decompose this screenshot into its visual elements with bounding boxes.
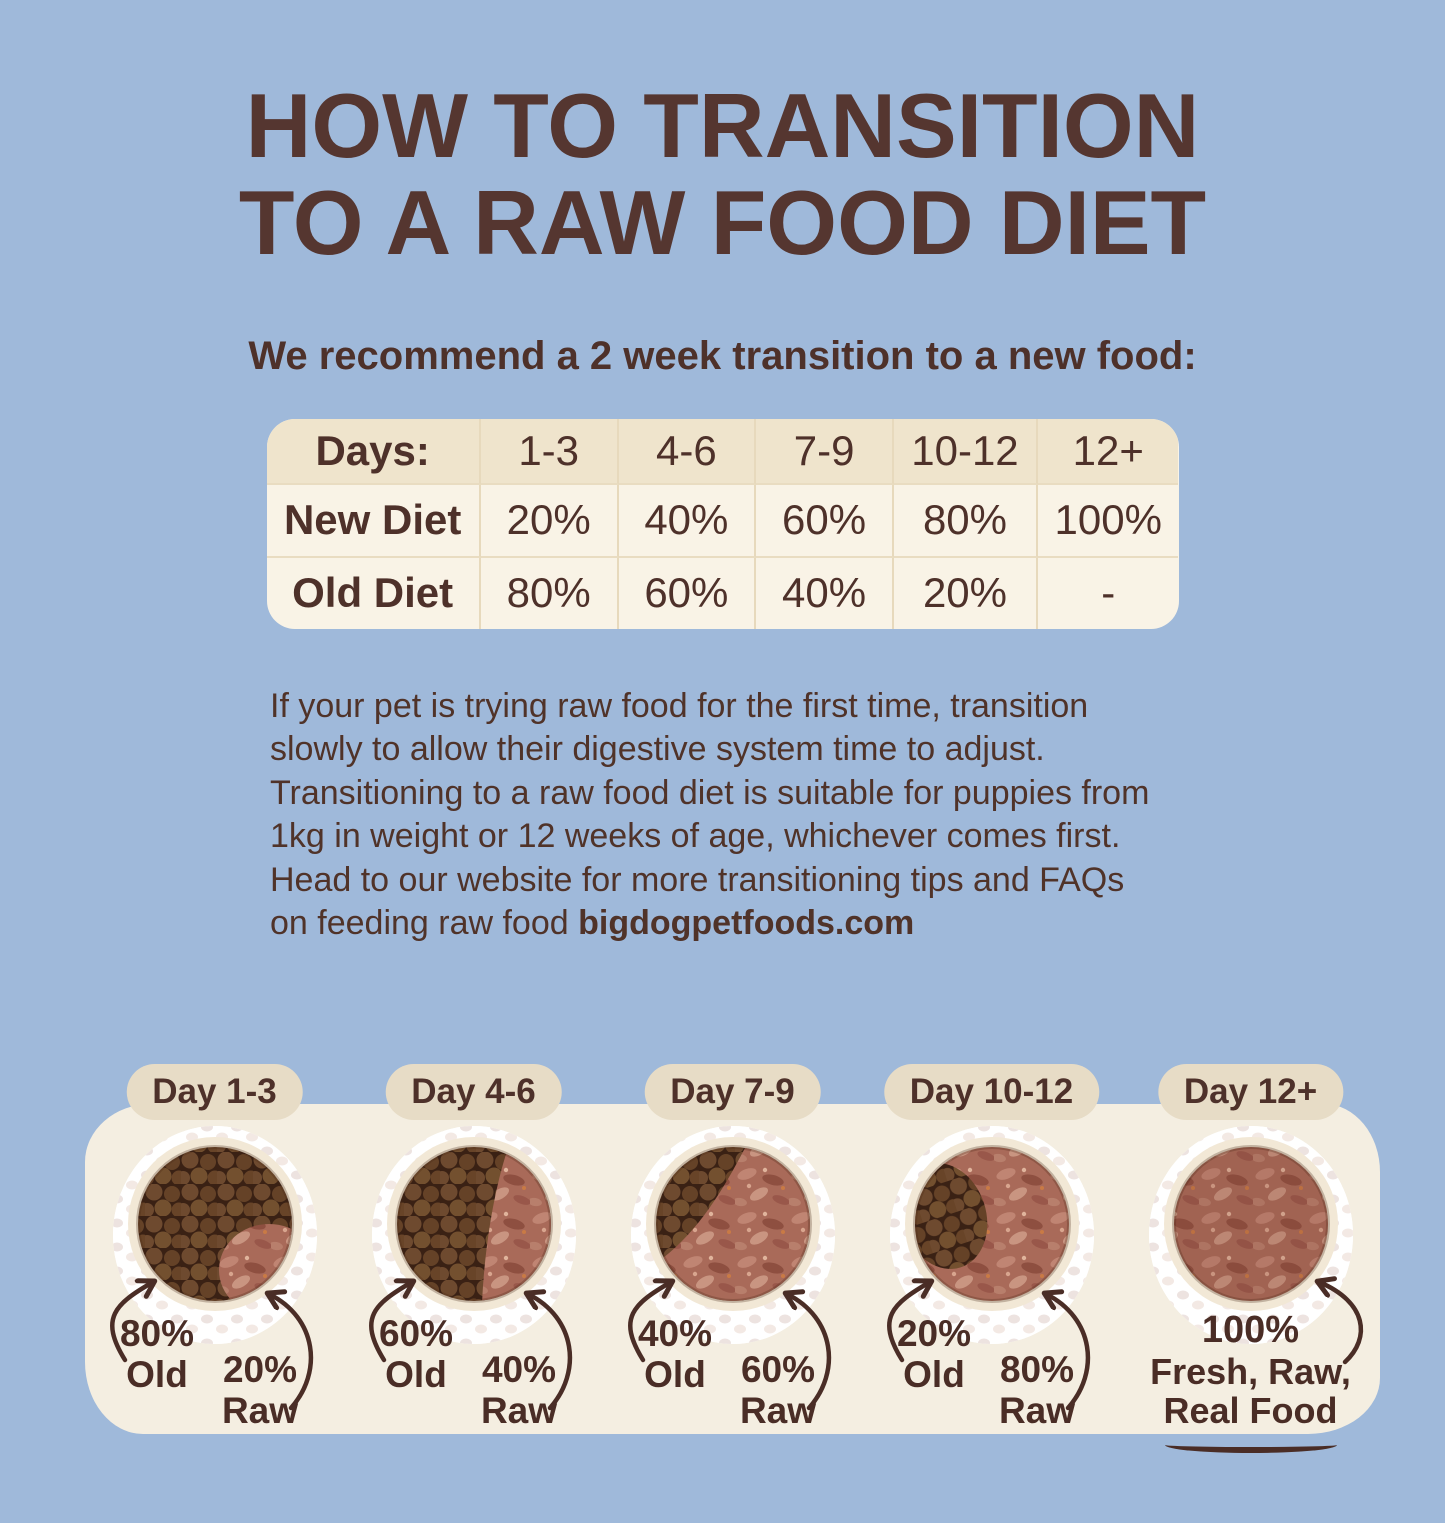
transition-timeline-panel: Day 1-3 80% Old 20% Raw <box>85 1064 1380 1453</box>
row-label-old-diet: Old Diet <box>267 557 481 629</box>
old-food-label: 40% Old <box>617 1313 733 1395</box>
table-header-range-1: 1-3 <box>480 418 619 485</box>
table-cell: 80% <box>893 484 1039 558</box>
title-line-1: HOW TO TRANSITION <box>245 76 1200 177</box>
table-header-range-4: 10-12 <box>893 418 1039 485</box>
table-cell: 60% <box>756 484 894 558</box>
old-word: Old <box>903 1353 965 1395</box>
table-cell: 40% <box>756 557 894 629</box>
raw-diet-infographic: HOW TO TRANSITION TO A RAW FOOD DIET We … <box>0 78 1445 1453</box>
website-link[interactable]: bigdogpetfoods.com <box>578 904 915 943</box>
raw-word: Raw <box>739 1389 817 1431</box>
bowl-illustration-day-12plus <box>1148 1126 1353 1344</box>
paragraph-line: Head to our website for more transitioni… <box>270 860 1125 899</box>
paragraph-line: on feeding raw food <box>270 904 579 943</box>
subtitle: We recommend a 2 week transition to a ne… <box>248 333 1197 378</box>
day-column-10-12: Day 10-12 20% Old 80% Raw <box>862 1064 1121 1434</box>
raw-word: Raw <box>480 1389 558 1431</box>
raw-line-1: Fresh, Raw, <box>1150 1350 1351 1392</box>
old-word: Old <box>385 1353 447 1395</box>
transition-schedule-table: Days: 1-3 4-6 7-9 10-12 12+ New Diet 20%… <box>266 418 1179 629</box>
raw-line-2: Real Food <box>1163 1390 1338 1432</box>
table-cell: 20% <box>894 557 1039 629</box>
day-pill: Day 10-12 <box>883 1064 1100 1120</box>
old-word: Old <box>644 1353 706 1395</box>
table-header-range-2: 4-6 <box>618 418 757 485</box>
table-header-range-5: 12+ <box>1038 418 1179 485</box>
old-pct: 20% <box>896 1313 972 1354</box>
old-pct: 40% <box>637 1313 713 1354</box>
table-cell: - <box>1101 569 1116 617</box>
raw-food-label: 20% Raw <box>202 1349 318 1431</box>
table-header-days: Days: <box>266 418 481 485</box>
raw-pct: 60% <box>740 1349 816 1390</box>
page-title: HOW TO TRANSITION TO A RAW FOOD DIET <box>0 78 1445 273</box>
day-pill: Day 12+ <box>1157 1064 1344 1120</box>
paragraph-line: Transitioning to a raw food diet is suit… <box>270 773 1150 812</box>
paragraph-line: 1kg in weight or 12 weeks of age, whiche… <box>270 817 1121 856</box>
old-word: Old <box>126 1353 188 1395</box>
old-food-label: 20% Old <box>876 1313 992 1395</box>
old-food-label: 60% Old <box>358 1313 474 1395</box>
raw-pct: 20% <box>222 1349 298 1390</box>
table-cell: 80% <box>481 557 619 629</box>
raw-pct: 80% <box>999 1349 1075 1390</box>
raw-word: Raw <box>221 1389 299 1431</box>
raw-word: Raw <box>998 1389 1076 1431</box>
raw-food-label: 40% Raw <box>461 1349 577 1431</box>
raw-pct: 40% <box>481 1349 557 1390</box>
old-pct: 80% <box>119 1313 195 1354</box>
table-cell: 60% <box>619 557 757 629</box>
day-pill: Day 7-9 <box>644 1064 821 1120</box>
raw-food-label: 60% Raw <box>720 1349 836 1431</box>
table-cell: 100% <box>1038 485 1179 558</box>
paragraph-line: If your pet is trying raw food for the f… <box>270 686 1089 725</box>
row-label-new-diet: New Diet <box>266 484 481 558</box>
intro-paragraph: If your pet is trying raw food for the f… <box>270 685 1230 946</box>
day-pill: Day 1-3 <box>126 1064 303 1120</box>
raw-food-label: 80% Raw <box>979 1349 1095 1431</box>
day-column-1-3: Day 1-3 80% Old 20% Raw <box>85 1064 344 1434</box>
old-food-label: 80% Old <box>99 1313 215 1395</box>
full-raw-label: 100% Fresh, Raw, Real Food <box>1126 1309 1376 1453</box>
old-pct: 60% <box>378 1313 454 1354</box>
table-cell: 40% <box>618 484 757 558</box>
table-cell: 20% <box>480 484 619 558</box>
day-column-12plus: Day 12+ 100% Fresh, Raw, Real Food <box>1121 1064 1380 1453</box>
day-column-7-9: Day 7-9 40% Old 60% Raw <box>603 1064 862 1434</box>
paragraph-line: slowly to allow their digestive system t… <box>270 730 1045 769</box>
table-header-range-3: 7-9 <box>756 418 894 485</box>
raw-pct: 100% <box>1201 1309 1300 1351</box>
day-column-4-6: Day 4-6 60% Old 40% Raw <box>344 1064 603 1434</box>
title-line-2: TO A RAW FOOD DIET <box>238 173 1207 275</box>
day-pill: Day 4-6 <box>385 1064 562 1120</box>
